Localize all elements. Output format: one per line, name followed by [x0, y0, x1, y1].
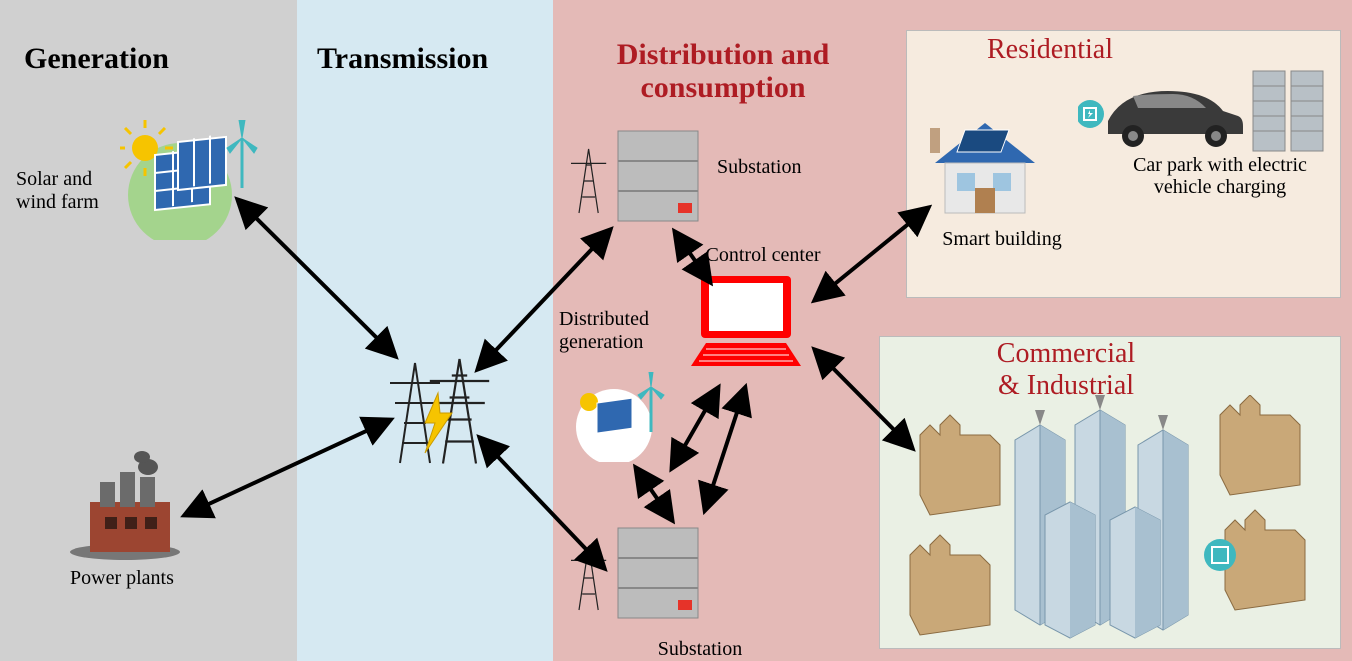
- label-power-plants: Power plants: [70, 567, 210, 590]
- transmission-tower-icon: [370, 348, 490, 468]
- title-commercial-l1: Commercial: [997, 338, 1135, 369]
- section-transmission: [297, 0, 553, 661]
- title-commercial: Commercial & Industrial: [981, 338, 1151, 402]
- label-car-park: Car park with electric vehicle charging: [1105, 154, 1335, 198]
- title-distribution-text: Distribution and consumption: [617, 38, 830, 104]
- substation-top-icon: [563, 121, 713, 231]
- title-generation: Generation: [24, 42, 169, 76]
- smart-building-icon: [915, 108, 1055, 223]
- solar-wind-icon: [120, 120, 270, 240]
- title-transmission: Transmission: [317, 42, 488, 76]
- label-smart-building: Smart building: [922, 228, 1082, 251]
- title-residential: Residential: [987, 34, 1113, 66]
- distributed-gen-icon: [569, 372, 679, 462]
- substation-bottom-icon: [563, 518, 713, 628]
- control-center-icon: [681, 271, 811, 381]
- label-solar-wind: Solar and wind farm: [16, 168, 126, 214]
- label-substation-top: Substation: [717, 156, 837, 179]
- label-substation-bottom: Substation: [640, 638, 760, 661]
- title-distribution: Distribution and consumption: [583, 38, 863, 104]
- power-plant-icon: [60, 442, 190, 562]
- car-park-icon: [1078, 66, 1333, 161]
- label-control-center: Control center: [683, 244, 843, 267]
- commercial-buildings-icon: [900, 395, 1320, 640]
- label-distributed-gen: Distributed generation: [559, 308, 689, 354]
